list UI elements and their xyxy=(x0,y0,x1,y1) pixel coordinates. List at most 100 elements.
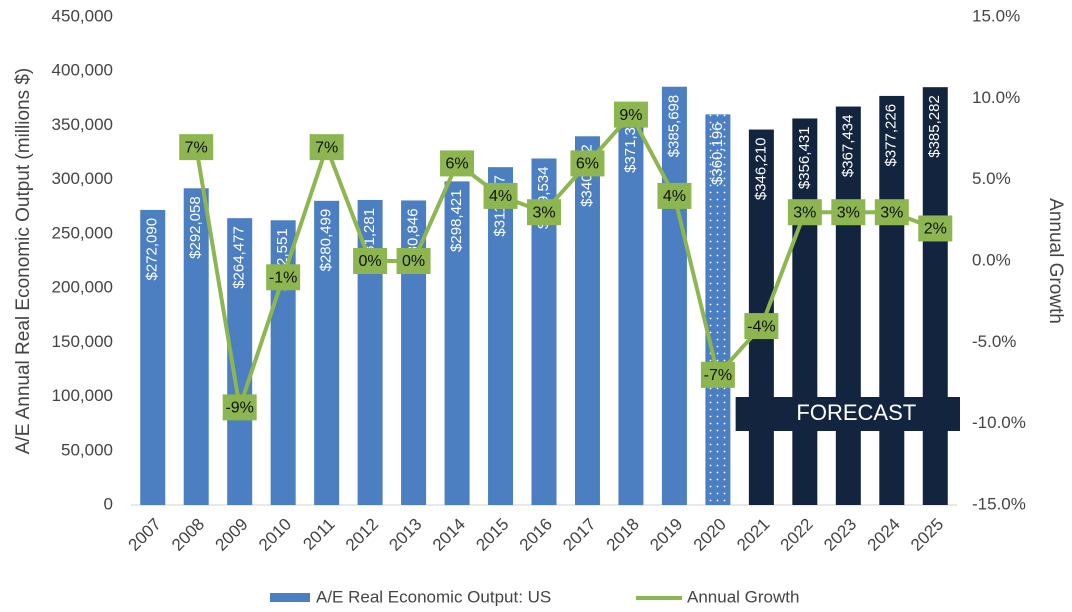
x-tick-label: 2007 xyxy=(125,515,165,555)
x-tick-label: 2022 xyxy=(777,515,817,555)
x-tick-label: 2025 xyxy=(907,515,947,555)
bar-value-label: $385,698 xyxy=(665,95,682,158)
growth-label: 4% xyxy=(663,188,686,205)
x-tick-label: 2012 xyxy=(342,515,382,555)
growth-marker xyxy=(266,264,301,291)
y2-tick-label: 5.0% xyxy=(972,169,1011,188)
growth-label: 6% xyxy=(445,156,468,173)
x-tick-label: 2023 xyxy=(820,515,860,555)
x-tick-label: 2015 xyxy=(472,515,512,555)
bar-value-label: $346,210 xyxy=(752,138,769,201)
x-tick-label: 2024 xyxy=(864,515,904,555)
growth-marker xyxy=(657,182,692,209)
bar xyxy=(314,200,340,505)
growth-marker xyxy=(353,248,388,274)
growth-label: 3% xyxy=(880,204,903,221)
y2-tick-label: 0.0% xyxy=(972,250,1011,269)
growth-label: 3% xyxy=(837,204,860,221)
growth-marker xyxy=(179,134,214,161)
x-tick-label: 2017 xyxy=(559,515,599,555)
bar xyxy=(574,136,600,505)
legend-label: A/E Real Economic Output: US xyxy=(316,587,551,606)
y2-tick-label: -10.0% xyxy=(972,413,1026,432)
x-tick-label: 2013 xyxy=(385,515,425,555)
x-tick-label: 2009 xyxy=(212,515,252,555)
y2-tick-label: 10.0% xyxy=(972,88,1020,107)
y-axis-label: A/E Annual Real Economic Output (million… xyxy=(13,68,34,455)
bar-value-label: $298,421 xyxy=(448,189,465,252)
bar-value-label: $264,477 xyxy=(231,226,248,289)
y2-tick-label: 15.0% xyxy=(972,6,1020,25)
y-tick-label: 0 xyxy=(104,494,113,513)
growth-label: 0% xyxy=(359,253,382,270)
bar-value-label: $280,499 xyxy=(318,209,335,272)
bar-value-label: $385,282 xyxy=(926,95,943,158)
bar xyxy=(835,106,861,505)
y2-axis-label: Annual Growth xyxy=(1045,198,1066,324)
y-tick-label: 450,000 xyxy=(52,6,113,25)
x-tick-label: 2011 xyxy=(299,515,338,554)
x-tick-label: 2020 xyxy=(690,515,730,555)
growth-marker xyxy=(831,199,866,226)
growth-marker xyxy=(440,150,475,177)
bar-value-label: $356,431 xyxy=(796,126,813,189)
x-tick-label: 2008 xyxy=(168,515,208,555)
y-tick-label: 300,000 xyxy=(52,169,113,188)
growth-marker xyxy=(396,248,431,274)
growth-marker xyxy=(787,199,822,226)
bar xyxy=(183,188,209,505)
growth-label: 3% xyxy=(793,204,816,221)
forecast-label: FORECAST xyxy=(796,400,916,425)
x-tick-label: 2019 xyxy=(646,515,686,555)
growth-marker xyxy=(527,199,561,226)
y-tick-label: 350,000 xyxy=(52,115,113,134)
growth-label: -7% xyxy=(704,367,732,384)
growth-marker xyxy=(874,199,909,226)
growth-marker xyxy=(309,134,344,161)
legend-swatch xyxy=(270,593,310,602)
y-tick-label: 400,000 xyxy=(52,61,113,80)
y-tick-label: 200,000 xyxy=(52,278,113,297)
growth-line xyxy=(194,111,936,409)
growth-label: 3% xyxy=(532,204,555,221)
bar xyxy=(661,86,687,506)
growth-marker xyxy=(613,101,648,128)
growth-label: -4% xyxy=(747,318,775,335)
growth-marker xyxy=(744,313,779,340)
bar xyxy=(879,95,905,505)
bar-value-label: $272,090 xyxy=(144,218,161,281)
growth-label: 4% xyxy=(489,188,512,205)
y-tick-label: 50,000 xyxy=(61,440,113,459)
x-tick-label: 2010 xyxy=(255,515,295,555)
bar-value-label: $292,058 xyxy=(187,196,204,259)
y2-tick-label: -5.0% xyxy=(972,332,1016,351)
legend-label: Annual Growth xyxy=(687,587,799,606)
growth-label: 0% xyxy=(402,253,425,270)
bar-value-label: $367,434 xyxy=(839,115,856,178)
growth-marker xyxy=(918,215,953,242)
growth-label: 9% xyxy=(619,107,642,124)
bar xyxy=(140,209,166,505)
bar-value-label: $377,226 xyxy=(883,104,900,167)
bar xyxy=(444,181,470,505)
y-tick-label: 100,000 xyxy=(52,386,113,405)
growth-label: -1% xyxy=(269,269,297,286)
x-tick-label: 2016 xyxy=(516,515,556,555)
forecast-box xyxy=(735,397,960,431)
bar xyxy=(618,102,644,506)
growth-label: 7% xyxy=(185,139,208,156)
growth-label: 2% xyxy=(924,221,947,238)
bar xyxy=(792,118,818,505)
growth-marker xyxy=(700,361,735,388)
growth-marker xyxy=(570,150,605,177)
growth-marker xyxy=(222,394,257,421)
growth-label: -9% xyxy=(225,400,253,417)
growth-marker xyxy=(483,182,518,209)
bar xyxy=(488,167,514,506)
y2-tick-label: -15.0% xyxy=(972,494,1026,513)
growth-label: 7% xyxy=(315,139,338,156)
x-tick-label: 2021 xyxy=(733,515,773,555)
x-tick-label: 2018 xyxy=(603,515,643,555)
bar-value-label: $360,196 xyxy=(709,122,726,185)
